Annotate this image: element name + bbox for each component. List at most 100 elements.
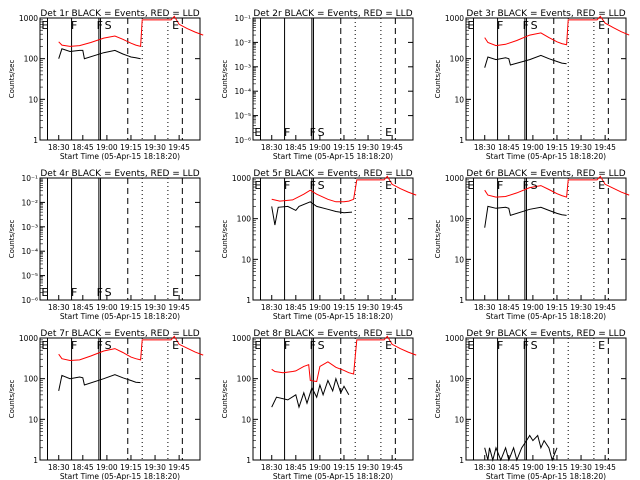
panel-4: Det 4r BLACK = Events, RED = LLD 10⁻⁶ 10⁻⁵…: [8, 169, 201, 321]
x-tick-label: 18:45: [498, 463, 520, 472]
events-series-line: [484, 205, 567, 228]
x-tick-label: 19:30: [144, 463, 166, 472]
panel-title: Det 1r BLACK = Events, RED = LLD: [40, 9, 199, 19]
event-marker-label: S: [531, 339, 538, 352]
panel-title: Det 5r BLACK = Events, RED = LLD: [253, 169, 412, 179]
x-axis-label: Start Time (05-Apr-15 18:18:20): [486, 312, 606, 321]
event-marker-label: E: [41, 19, 48, 32]
x-tick-label: 18:30: [474, 303, 496, 312]
panel-9: Det 9r BLACK = Events, RED = LLD 1 10 100 10…: [434, 329, 627, 480]
event-marker-label: E: [598, 339, 605, 352]
x-tick-label: 19:30: [144, 303, 166, 312]
x-tick-label: 19:45: [594, 143, 616, 152]
event-marker-label: F: [97, 286, 103, 299]
events-series-line: [484, 434, 558, 462]
event-marker-label: E: [172, 339, 179, 352]
y-tick-label: 10⁻¹: [21, 174, 38, 183]
x-tick-label: 19:45: [381, 143, 403, 152]
x-tick-label: 18:30: [261, 143, 283, 152]
lld-series-line: [271, 335, 417, 383]
x-tick-label: 18:30: [261, 463, 283, 472]
y-tick-label: 10⁻⁶: [21, 296, 38, 305]
plot-frame: [465, 337, 627, 461]
lld-series-line: [271, 175, 417, 203]
x-tick-label: 19:15: [333, 143, 355, 152]
y-axis-label: Counts/sec: [434, 60, 442, 99]
y-tick-label: 1: [459, 296, 464, 305]
x-tick-label: 19:00: [522, 143, 544, 152]
event-marker-label: S: [318, 339, 325, 352]
x-tick-label: 18:30: [474, 463, 496, 472]
x-tick-label: 18:30: [48, 303, 70, 312]
event-marker-label: S: [105, 286, 112, 299]
plot-frame: [39, 337, 201, 461]
x-axis-label: Start Time (05-Apr-15 18:18:20): [273, 312, 393, 321]
panel-title: Det 6r BLACK = Events, RED = LLD: [466, 169, 625, 179]
y-tick-label: 10: [28, 95, 38, 104]
lld-series-line: [58, 335, 204, 362]
panel-6: Det 6r BLACK = Events, RED = LLD 1 10 100 10…: [434, 169, 630, 321]
event-marker-label: E: [172, 286, 179, 299]
y-tick-label: 10: [454, 415, 464, 424]
x-tick-label: 18:30: [474, 143, 496, 152]
event-marker-label: F: [97, 339, 103, 352]
x-tick-label: 19:45: [168, 143, 190, 152]
x-axis-label: Start Time (05-Apr-15 18:18:20): [60, 152, 180, 161]
x-tick-label: 19:15: [546, 143, 568, 152]
panel-5: Det 5r BLACK = Events, RED = LLD 1 10 100 10…: [221, 169, 417, 321]
x-tick-label: 19:30: [570, 303, 592, 312]
y-axis-label: Counts/sec: [221, 60, 229, 99]
x-tick-label: 19:45: [381, 303, 403, 312]
event-marker-label: F: [284, 339, 290, 352]
y-tick-label: 10: [454, 95, 464, 104]
x-tick-label: 19:30: [144, 143, 166, 152]
event-marker-label: F: [523, 179, 529, 192]
event-marker-label: F: [97, 19, 103, 32]
x-tick-label: 19:00: [309, 463, 331, 472]
y-tick-label: 10⁻²: [21, 198, 38, 207]
events-series-line: [58, 374, 141, 392]
x-tick-label: 19:00: [309, 143, 331, 152]
event-marker-label: E: [172, 19, 179, 32]
x-tick-label: 18:30: [48, 463, 70, 472]
y-axis-label: Counts/sec: [434, 380, 442, 419]
event-marker-label: F: [497, 179, 503, 192]
x-tick-label: 18:45: [285, 303, 307, 312]
event-marker-label: F: [523, 19, 529, 32]
y-tick-label: 100: [24, 375, 39, 384]
events-series-line: [271, 201, 353, 226]
x-tick-label: 19:00: [309, 303, 331, 312]
y-tick-label: 10⁻⁴: [234, 87, 251, 96]
x-tick-label: 18:45: [72, 463, 94, 472]
y-tick-label: 10⁻⁴: [21, 247, 38, 256]
event-marker-label: E: [598, 19, 605, 32]
event-marker-label: F: [497, 19, 503, 32]
x-tick-label: 18:45: [498, 303, 520, 312]
y-tick-label: 1: [33, 136, 38, 145]
plot-frame: [39, 177, 201, 301]
y-tick-label: 100: [450, 215, 465, 224]
x-tick-label: 19:00: [522, 463, 544, 472]
event-marker-label: F: [310, 339, 316, 352]
event-marker-label: E: [385, 179, 392, 192]
x-axis-label: Start Time (05-Apr-15 18:18:20): [60, 472, 180, 480]
x-tick-label: 19:15: [120, 303, 142, 312]
y-tick-label: 100: [237, 375, 252, 384]
x-tick-label: 19:30: [357, 303, 379, 312]
y-axis-label: Counts/sec: [434, 220, 442, 259]
y-tick-label: 10⁻³: [21, 223, 38, 232]
event-marker-label: S: [531, 179, 538, 192]
plot-frame: [39, 17, 201, 141]
lld-series-line: [484, 15, 630, 47]
y-tick-label: 10⁻⁵: [21, 272, 38, 281]
y-axis-label: Counts/sec: [221, 220, 229, 259]
x-tick-label: 18:45: [285, 463, 307, 472]
y-tick-label: 1000: [19, 334, 38, 343]
y-tick-label: 10: [241, 415, 251, 424]
event-marker-label: E: [254, 126, 261, 139]
x-tick-label: 19:15: [546, 303, 568, 312]
plot-frame: [252, 17, 414, 141]
x-tick-label: 18:45: [72, 143, 94, 152]
x-tick-label: 19:00: [96, 303, 118, 312]
